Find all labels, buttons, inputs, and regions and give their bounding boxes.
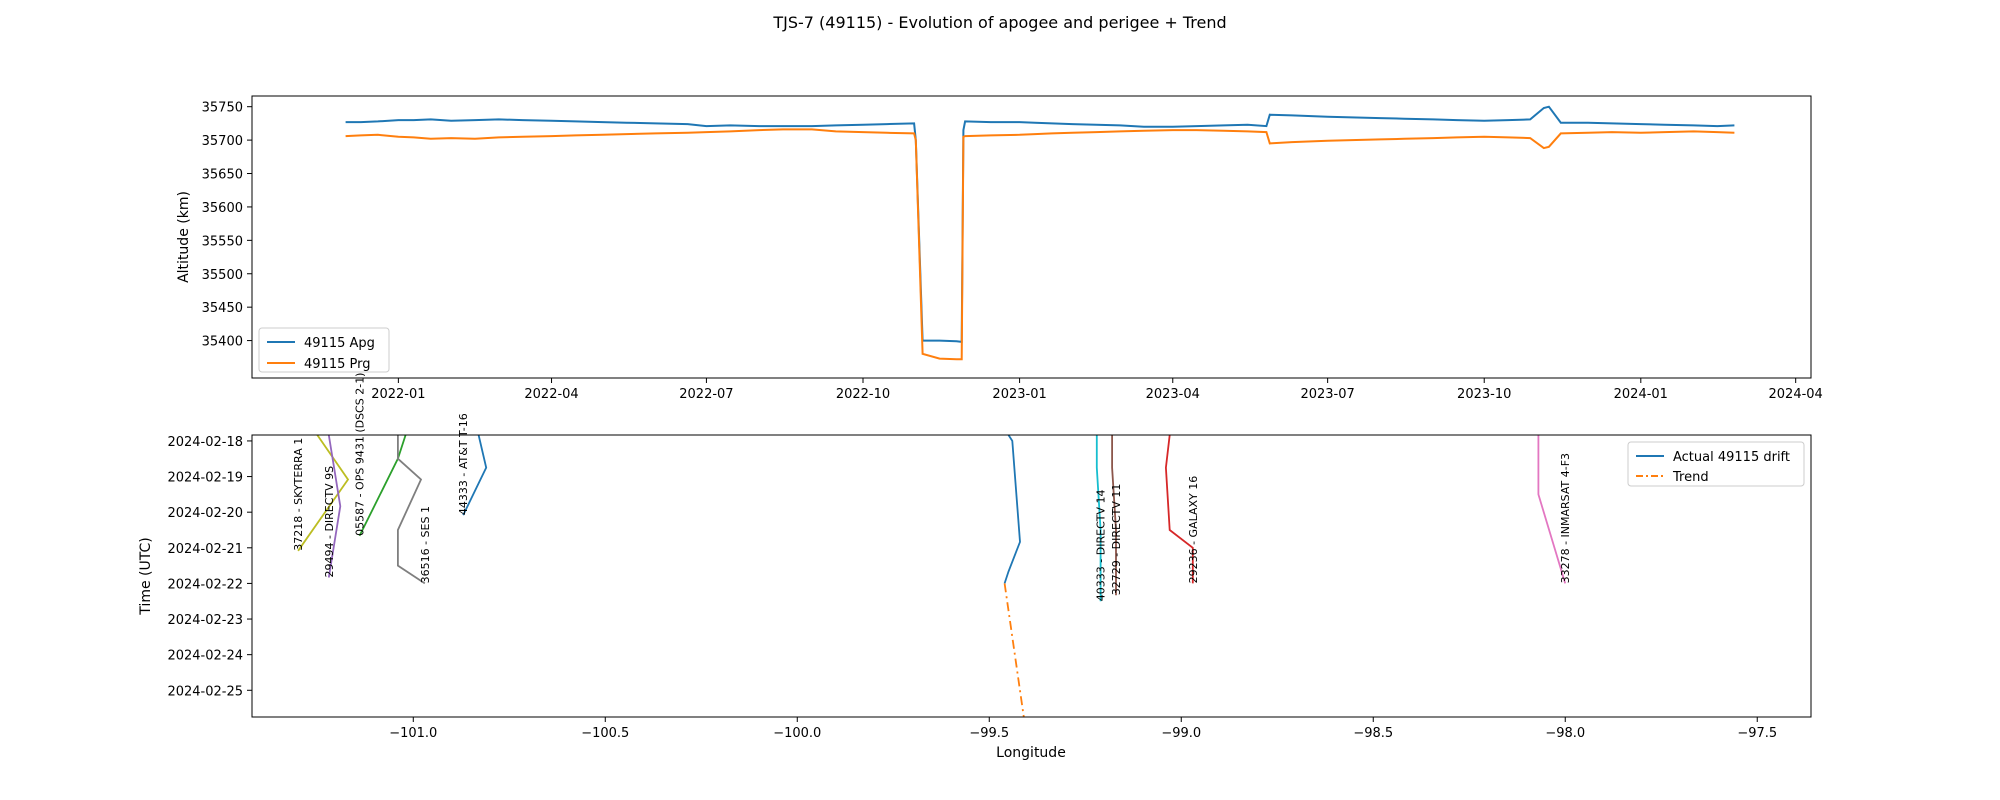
- bottom-y-tick-label: 2024-02-21: [167, 542, 243, 557]
- neighbor-satellite-line: [327, 435, 342, 578]
- bottom-y-tick-label: 2024-02-22: [167, 577, 243, 592]
- bottom-y-tick-label: 2024-02-18: [167, 435, 243, 450]
- top-legend-label: 49115 Apg: [304, 336, 375, 351]
- top-x-tick-label: 2024-01: [1614, 387, 1668, 402]
- top-legend: 49115 Apg 49115 Prg: [258, 327, 390, 373]
- bottom-x-tick-label: −98.0: [1545, 726, 1585, 741]
- satellite-annotation: 36516 - SES 1: [419, 506, 432, 583]
- longitude-drift-panel: 37218 - SKYTERRA 1 29494 - DIRECTV 9S 0558…: [138, 373, 1812, 761]
- top-y-tick-label: 35400: [202, 335, 243, 350]
- bottom-legend-label: Actual 49115 drift: [1673, 450, 1790, 465]
- top-x-tick-label: 2023-01: [992, 387, 1046, 402]
- bottom-x-tick-label: −97.5: [1737, 726, 1777, 741]
- satellite-annotation: 29236 - GALAXY 16: [1187, 476, 1200, 584]
- satellite-annotation: 33278 - INMARSAT 4-F3: [1559, 453, 1572, 583]
- bottom-x-tick-label: −98.5: [1353, 726, 1393, 741]
- top-ticks: 2022-01 2022-04 2022-07 2022-10 2023-01 2023-…: [202, 101, 1823, 402]
- neighbor-satellite-line: [462, 435, 488, 516]
- bottom-x-tick-label: −99.5: [969, 726, 1009, 741]
- top-x-tick-label: 2022-10: [836, 387, 890, 402]
- bottom-y-axis-label: Time (UTC): [138, 537, 154, 615]
- bottom-annotations: 37218 - SKYTERRA 1 29494 - DIRECTV 9S 0558…: [292, 373, 1572, 602]
- bottom-x-tick-label: −99.0: [1161, 726, 1201, 741]
- satellite-annotation: 44333 - AT&T T-16: [457, 413, 470, 515]
- top-y-tick-label: 35600: [202, 201, 243, 216]
- top-y-tick-label: 35700: [202, 134, 243, 149]
- series-line-apogee: [345, 105, 1735, 344]
- neighbor-satellite-line: [1164, 435, 1194, 584]
- neighbor-satellite-line: [1111, 435, 1117, 596]
- top-y-tick-label: 35450: [202, 301, 243, 316]
- bottom-axes-frame: [251, 434, 1812, 718]
- bottom-series-group: [297, 435, 1567, 717]
- neighbor-satellite-line: [396, 435, 426, 585]
- neighbor-satellite-line: [297, 435, 350, 552]
- top-x-tick-label: 2023-07: [1300, 387, 1354, 402]
- neighbor-satellite-line: [1095, 435, 1102, 602]
- top-legend-label: 49115 Prg: [304, 357, 370, 372]
- top-axes-frame: [251, 95, 1812, 379]
- trend-line: [1003, 583, 1025, 717]
- top-x-tick-label: 2022-07: [679, 387, 733, 402]
- drift-line: [1003, 435, 1021, 584]
- bottom-x-tick-label: −100.5: [581, 726, 629, 741]
- bottom-y-tick-label: 2024-02-20: [167, 506, 243, 521]
- top-legend-box: [258, 327, 390, 373]
- satellite-annotation: 40333 - DIRECTV 14: [1095, 490, 1108, 602]
- top-x-tick-label: 2023-10: [1457, 387, 1511, 402]
- satellite-annotation: 05587 - OPS 9431 (DSCS 2-1): [354, 373, 367, 536]
- bottom-y-tick-label: 2024-02-19: [167, 471, 243, 486]
- top-series-group: [345, 105, 1735, 361]
- bottom-legend-box: [1627, 441, 1805, 487]
- figure-title: TJS-7 (49115) - Evolution of apogee and …: [772, 13, 1226, 32]
- apogee-perigee-panel: 2022-01 2022-04 2022-07 2022-10 2023-01 2023-…: [176, 95, 1823, 402]
- bottom-ticks: −101.0 −100.5 −100.0 −99.5 −99.0 −98.5 −98.0 −9…: [167, 435, 1777, 741]
- satellite-annotation: 32729 - DIRECTV 11: [1110, 484, 1123, 596]
- top-x-tick-label: 2022-04: [524, 387, 578, 402]
- top-y-tick-label: 35750: [202, 101, 243, 116]
- top-y-tick-label: 35550: [202, 234, 243, 249]
- bottom-x-tick-label: −101.0: [389, 726, 437, 741]
- bottom-y-tick-label: 2024-02-25: [167, 684, 243, 699]
- bottom-legend: Actual 49115 drift Trend: [1627, 441, 1805, 487]
- bottom-legend-label: Trend: [1672, 470, 1709, 485]
- top-x-tick-label: 2024-04: [1769, 387, 1823, 402]
- top-x-tick-label: 2022-01: [371, 387, 425, 402]
- bottom-y-tick-label: 2024-02-24: [167, 649, 243, 664]
- top-y-axis-label: Altitude (km): [176, 191, 192, 283]
- bottom-x-tick-label: −100.0: [773, 726, 821, 741]
- top-y-tick-label: 35650: [202, 168, 243, 183]
- neighbor-satellite-line: [1537, 435, 1567, 584]
- series-line-perigee: [345, 128, 1735, 361]
- top-x-tick-label: 2023-04: [1146, 387, 1200, 402]
- bottom-x-axis-label: Longitude: [996, 745, 1066, 761]
- bottom-y-tick-label: 2024-02-23: [167, 613, 243, 628]
- top-y-tick-label: 35500: [202, 268, 243, 283]
- satellite-annotation: 37218 - SKYTERRA 1: [292, 438, 305, 551]
- satellite-annotation: 29494 - DIRECTV 9S: [323, 466, 336, 578]
